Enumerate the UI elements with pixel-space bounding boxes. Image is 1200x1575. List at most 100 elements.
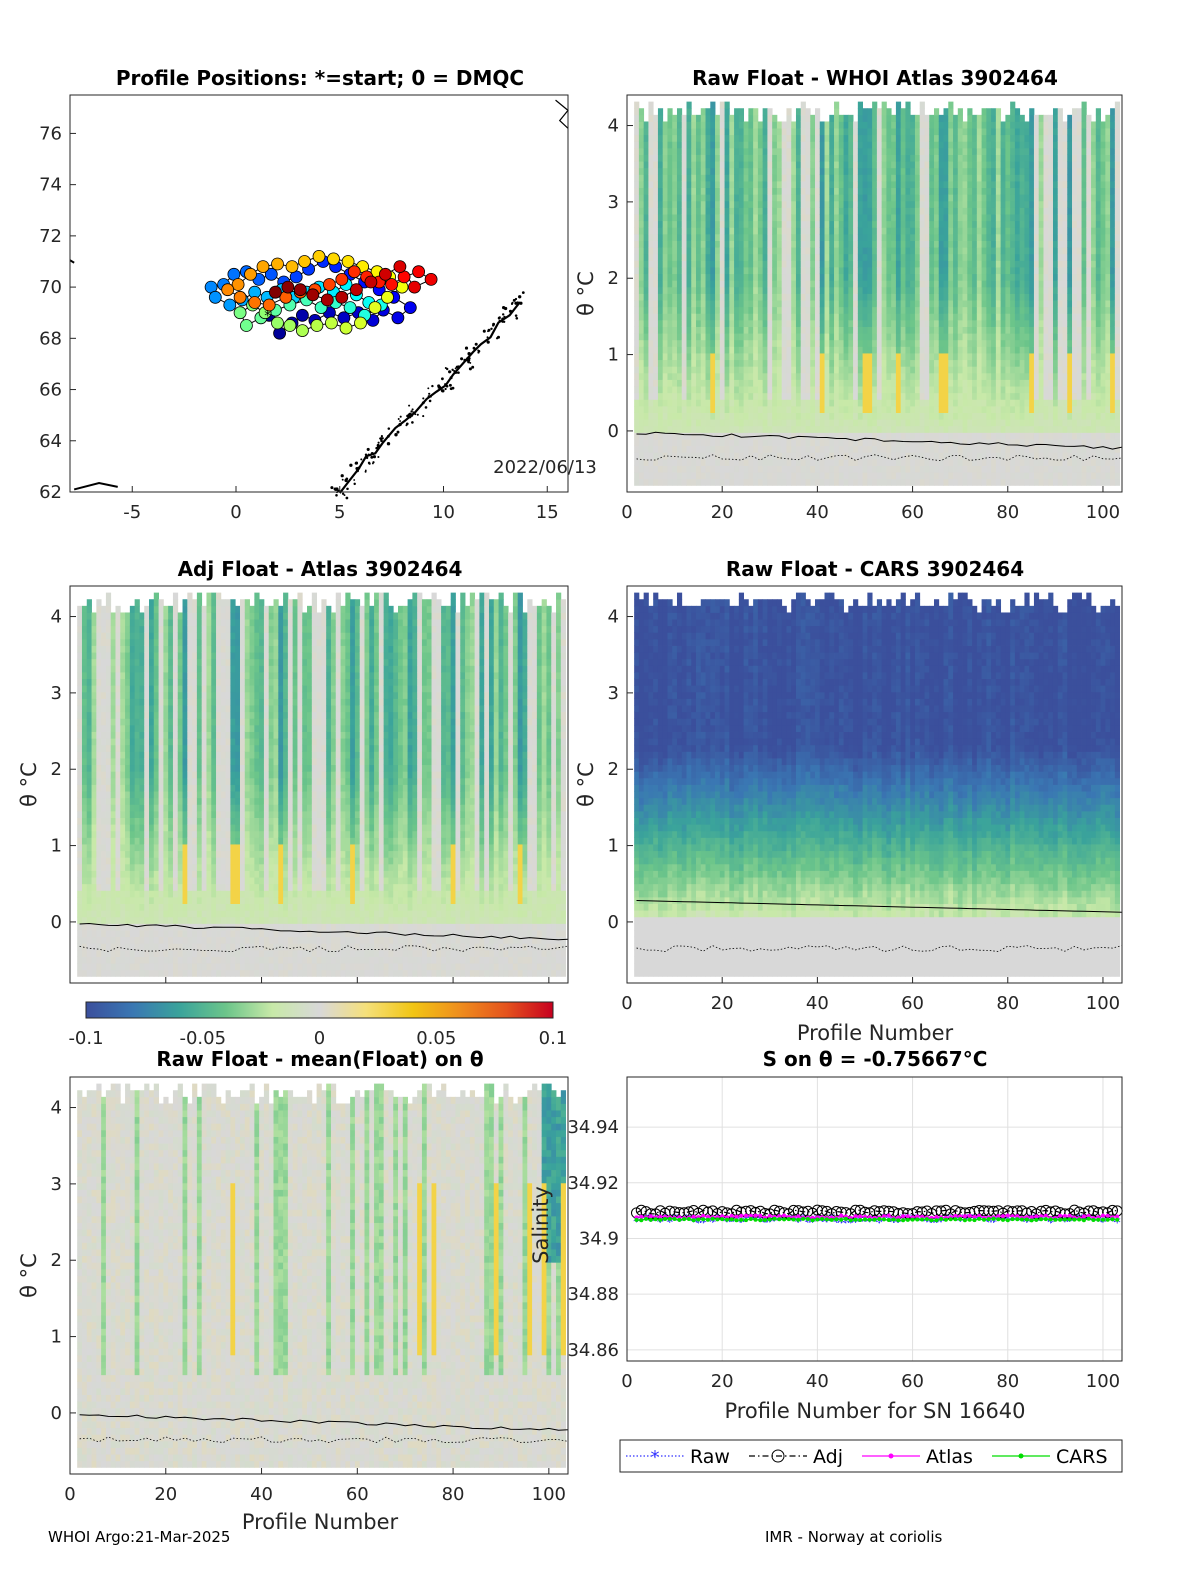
heatmap-cell <box>838 200 844 208</box>
heatmap-cell <box>910 207 916 215</box>
heatmap-cell <box>981 300 987 308</box>
heatmap-cell <box>862 419 868 427</box>
heatmap-cell <box>648 339 654 347</box>
heatmap-cell <box>653 333 659 341</box>
heatmap-cell <box>1010 445 1016 453</box>
heatmap-cell <box>638 260 645 268</box>
heatmap-cell <box>705 359 711 367</box>
heatmap-cell <box>700 220 706 228</box>
heatmap-cell <box>705 392 711 400</box>
heatmap-cell <box>857 154 863 162</box>
heatmap-cell <box>891 366 897 374</box>
heatmap-cell <box>981 386 987 394</box>
heatmap-cell <box>1024 240 1030 248</box>
heatmap-cell <box>691 372 697 380</box>
heatmap-cell <box>757 167 764 175</box>
heatmap-cell <box>929 478 935 486</box>
heatmap-cell <box>638 439 645 447</box>
heatmap-cell <box>800 187 806 195</box>
heatmap-cell <box>653 353 659 361</box>
heatmap-cell <box>995 207 1002 215</box>
heatmap-cell <box>986 313 992 321</box>
heatmap-cell <box>657 286 664 294</box>
heatmap-cell <box>972 114 978 122</box>
heatmap-cell <box>815 161 821 169</box>
heatmap-cell <box>838 260 844 268</box>
heatmap-cell <box>762 333 768 341</box>
heatmap-cell <box>824 194 830 202</box>
heatmap-cell <box>953 121 959 129</box>
heatmap-cell <box>976 253 982 261</box>
heatmap-cell <box>743 240 749 248</box>
coastline-island <box>408 415 412 419</box>
heatmap-cell <box>643 339 649 347</box>
coastline-island <box>515 316 519 320</box>
heatmap-cell <box>981 161 987 169</box>
heatmap-cell <box>881 207 887 215</box>
heatmap-cell <box>981 247 987 255</box>
heatmap-cell <box>729 372 735 380</box>
heatmap-cell <box>776 167 783 175</box>
heatmap-cell <box>676 260 683 268</box>
heatmap-cell <box>672 386 678 394</box>
heatmap-cell <box>853 260 859 268</box>
positions-panel: Profile Positions: *=start; 0 = DMQC * -… <box>39 66 597 523</box>
heatmap-cell <box>795 273 802 281</box>
x-tick-label: 10 <box>432 502 455 523</box>
heatmap-cell <box>924 134 930 142</box>
heatmap-cell <box>786 339 792 347</box>
heatmap-cell <box>957 346 963 354</box>
heatmap-cell <box>810 227 816 235</box>
heatmap-cell <box>924 187 930 195</box>
heatmap-cell <box>967 439 973 447</box>
heatmap-cell <box>829 425 835 433</box>
heatmap-cell <box>710 174 716 182</box>
heatmap-cell <box>943 200 949 208</box>
heatmap-cell <box>981 319 987 327</box>
heatmap-cell <box>653 306 659 314</box>
heatmap-cell <box>867 366 873 374</box>
heatmap-cell <box>910 306 916 314</box>
heatmap-cell <box>972 432 978 440</box>
heatmap-cell <box>862 366 868 374</box>
heatmap-cell <box>919 128 925 136</box>
heatmap-cell <box>691 366 697 374</box>
heatmap-cell <box>653 425 659 433</box>
heatmap-cell <box>986 339 992 347</box>
heatmap-cell <box>948 260 954 268</box>
heatmap-cell <box>795 405 802 413</box>
heatmap-cell <box>672 220 678 228</box>
heatmap-cell <box>762 167 768 175</box>
heatmap-cell <box>672 194 678 202</box>
heatmap-cell <box>862 227 868 235</box>
heatmap-cell <box>648 154 654 162</box>
heatmap-cell <box>848 412 854 420</box>
heatmap-cell <box>715 240 721 248</box>
heatmap-cell <box>1019 200 1025 208</box>
profile-marker <box>327 252 340 266</box>
heatmap-cell <box>900 425 906 433</box>
heatmap-cell <box>710 452 716 460</box>
heatmap-cell <box>986 280 992 288</box>
heatmap-cell <box>734 392 740 400</box>
heatmap-cell <box>691 313 697 321</box>
heatmap-cell <box>905 300 911 308</box>
heatmap-cell <box>867 339 873 347</box>
heatmap-cell <box>872 247 878 255</box>
heatmap-cell <box>1005 353 1011 361</box>
heatmap-cell <box>762 220 768 228</box>
heatmap-cell <box>819 359 825 367</box>
heatmap-cell <box>943 419 949 427</box>
heatmap-cell <box>700 366 706 374</box>
heatmap-cell <box>853 452 859 460</box>
heatmap-cell <box>1010 465 1016 473</box>
heatmap-cell <box>681 134 687 142</box>
heatmap-cell <box>696 478 702 486</box>
heatmap-cell <box>1024 313 1030 321</box>
heatmap-cell <box>872 452 878 460</box>
heatmap-cell <box>834 425 840 433</box>
coastline-island <box>370 451 374 455</box>
heatmap-cell <box>667 267 673 275</box>
heatmap-cell <box>772 346 778 354</box>
heatmap-cell <box>967 339 973 347</box>
